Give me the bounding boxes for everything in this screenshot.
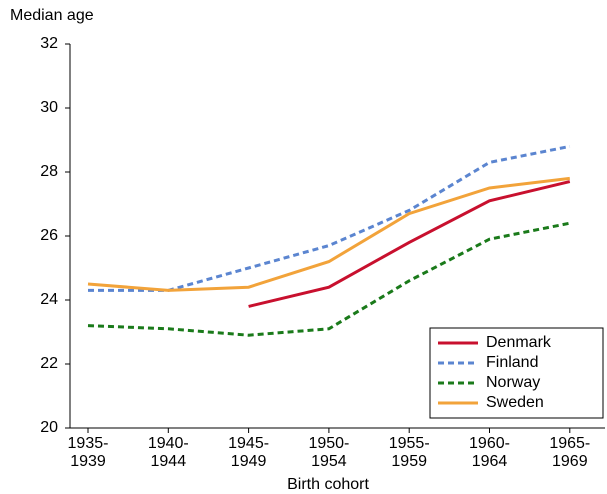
x-tick-label: 1935-1939 (68, 435, 109, 470)
legend-label: Finland (486, 354, 538, 371)
x-axis-title: Birth cohort (287, 476, 369, 493)
y-tick-label: 26 (40, 227, 58, 244)
x-tick-label: 1950-1954 (308, 435, 349, 470)
y-axis-title: Median age (10, 7, 94, 24)
legend-label: Denmark (486, 334, 552, 351)
series-line (88, 144, 571, 292)
y-tick-label: 32 (40, 35, 58, 52)
x-tick-label: 1965-1969 (549, 435, 590, 470)
y-tick-label: 30 (40, 99, 58, 116)
y-tick-label: 22 (40, 355, 58, 372)
legend-label: Sweden (486, 394, 544, 411)
legend-label: Norway (486, 374, 540, 391)
series-line (87, 221, 571, 337)
y-tick-label: 20 (40, 419, 58, 436)
y-tick-label: 28 (40, 163, 58, 180)
series-line (87, 176, 570, 292)
x-tick-label: 1955-1959 (389, 435, 430, 470)
x-tick-label: 1945-1949 (228, 435, 269, 470)
series-line (248, 180, 571, 308)
x-tick-label: 1940-1944 (148, 435, 189, 470)
x-tick-label: 1960-1964 (469, 435, 510, 470)
y-tick-label: 24 (40, 291, 58, 308)
